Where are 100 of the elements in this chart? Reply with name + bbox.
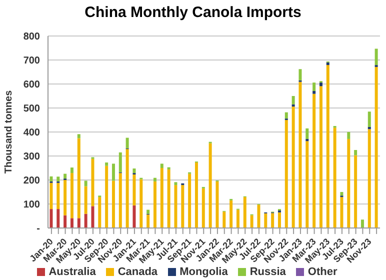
bar xyxy=(64,180,67,216)
bar xyxy=(292,104,295,107)
bar xyxy=(167,169,170,228)
bar xyxy=(243,197,246,228)
y-tick-label: 400 xyxy=(23,128,40,139)
bar xyxy=(105,162,108,166)
bar xyxy=(298,69,302,80)
bar xyxy=(132,168,136,174)
bar xyxy=(77,218,80,228)
bar xyxy=(132,205,136,228)
bar xyxy=(271,213,274,228)
bar xyxy=(56,209,60,228)
bar xyxy=(105,166,108,228)
bar xyxy=(70,173,74,218)
bar xyxy=(132,174,136,206)
bar xyxy=(236,210,240,228)
bar xyxy=(368,126,371,130)
bar xyxy=(64,215,67,228)
y-tick-label: 200 xyxy=(23,176,40,187)
bar xyxy=(306,128,309,139)
y-tick-label: - xyxy=(36,224,40,235)
bar xyxy=(333,128,336,228)
bar xyxy=(146,214,150,228)
bar xyxy=(118,152,122,172)
bar xyxy=(181,185,184,228)
bar xyxy=(70,168,74,174)
bar xyxy=(292,106,295,228)
bar xyxy=(354,155,358,228)
bar xyxy=(298,82,302,228)
bar xyxy=(50,182,53,210)
bar xyxy=(284,120,288,228)
legend-label: Other xyxy=(308,266,338,278)
y-tick-label: 700 xyxy=(23,56,40,67)
bar xyxy=(84,186,88,214)
bar xyxy=(368,129,371,228)
y-tick-label: 100 xyxy=(23,200,40,211)
bar xyxy=(50,209,53,228)
bar xyxy=(84,180,88,186)
bar xyxy=(326,62,330,66)
bar xyxy=(194,162,198,228)
bar xyxy=(153,181,156,228)
bar xyxy=(153,178,156,182)
bar xyxy=(160,168,164,228)
bar xyxy=(222,212,226,228)
bar xyxy=(312,90,316,94)
bar xyxy=(91,158,94,206)
y-tick-label: 300 xyxy=(23,152,40,163)
bar xyxy=(77,134,80,138)
bar xyxy=(250,215,254,228)
bar xyxy=(112,180,115,228)
y-tick-label: 600 xyxy=(23,80,40,91)
bar xyxy=(354,150,358,156)
bar xyxy=(292,96,295,104)
chart-title: China Monthly Canola Imports xyxy=(84,4,302,21)
bar xyxy=(70,218,74,228)
bar xyxy=(91,206,94,228)
bar xyxy=(347,138,350,228)
bar xyxy=(284,112,288,119)
bar xyxy=(112,164,115,181)
bar xyxy=(140,179,143,228)
y-axis-title: Thousand tonnes xyxy=(4,90,15,174)
bar xyxy=(347,132,350,139)
bar xyxy=(64,174,67,179)
bar xyxy=(50,176,53,182)
legend-label: Mongolia xyxy=(180,266,228,278)
bar xyxy=(216,181,219,228)
bar xyxy=(326,65,330,228)
bar xyxy=(319,86,322,228)
legend-label: Russia xyxy=(250,266,286,278)
bar xyxy=(208,143,212,228)
bar xyxy=(312,82,316,91)
bar xyxy=(368,112,371,127)
legend-label: Australia xyxy=(48,266,96,278)
bar xyxy=(160,164,164,168)
bar xyxy=(312,94,316,228)
bar xyxy=(84,214,88,228)
bar xyxy=(374,66,378,228)
bar xyxy=(146,210,150,214)
bar xyxy=(264,213,268,228)
y-tick-label: 800 xyxy=(23,32,40,43)
bar xyxy=(360,220,364,228)
bar xyxy=(174,182,178,186)
bar xyxy=(306,141,309,228)
bar xyxy=(202,188,205,228)
bar xyxy=(98,197,102,228)
bar xyxy=(126,138,129,148)
legend-label: Canada xyxy=(118,266,158,278)
bar xyxy=(56,182,60,210)
y-tick-label: 500 xyxy=(23,104,40,115)
bar xyxy=(56,176,60,182)
bar xyxy=(188,174,192,228)
bar xyxy=(340,192,344,196)
bar xyxy=(340,197,344,228)
bar xyxy=(374,48,378,66)
bar xyxy=(319,82,322,86)
bar xyxy=(77,138,80,218)
bar xyxy=(118,173,122,228)
bar xyxy=(230,200,233,228)
bar xyxy=(278,212,281,228)
bar xyxy=(306,138,309,142)
